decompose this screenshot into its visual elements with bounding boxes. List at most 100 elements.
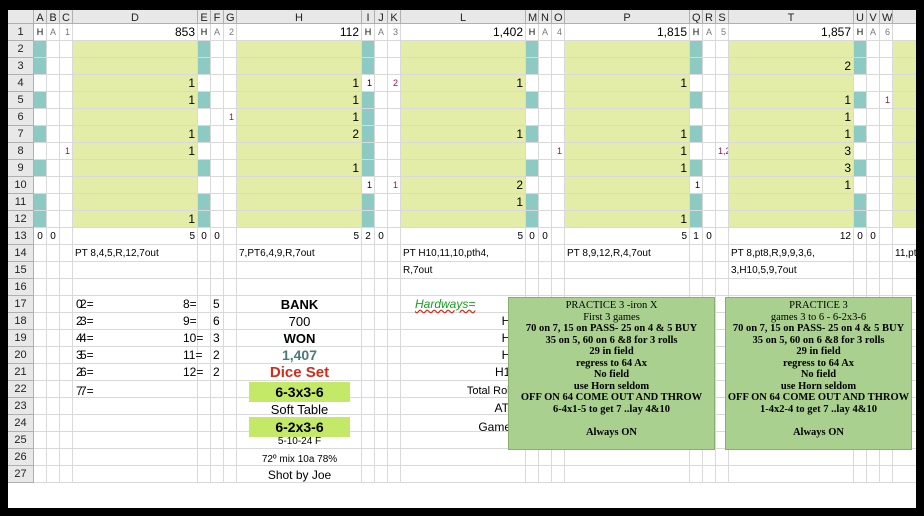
value-d8[interactable]: 1 — [73, 143, 198, 160]
value-s8[interactable]: 1,2 — [716, 143, 729, 160]
value-x7[interactable]: 1 — [893, 126, 916, 143]
cell-j25[interactable] — [375, 432, 388, 449]
column-header-o[interactable]: O — [552, 10, 565, 24]
row1-s[interactable]: 5 — [716, 24, 729, 41]
cell-c10[interactable] — [60, 177, 73, 194]
cell-p6[interactable] — [565, 109, 690, 126]
column-header-b[interactable]: B — [47, 10, 60, 24]
cell-b5[interactable] — [47, 92, 60, 109]
row1-w[interactable]: 6 — [880, 24, 893, 41]
cell-c5[interactable] — [60, 92, 73, 109]
cell-a19[interactable] — [34, 330, 47, 347]
cell-i3[interactable] — [362, 58, 375, 75]
total-j[interactable]: 0 — [375, 228, 388, 245]
cell-r6[interactable] — [703, 109, 716, 126]
row-header-16[interactable]: 16 — [8, 279, 34, 296]
cell-s26[interactable] — [716, 449, 729, 466]
cell-e3[interactable] — [198, 58, 211, 75]
sequence-l14[interactable]: PT H10,11,10,pth4, — [401, 245, 565, 262]
row-header-14[interactable]: 14 — [8, 245, 34, 262]
cell-q12[interactable] — [690, 211, 703, 228]
value-c8[interactable]: 1 — [60, 143, 73, 160]
cell-g16[interactable] — [224, 279, 237, 296]
cell-g27[interactable] — [224, 466, 237, 483]
cell-p26[interactable] — [565, 449, 690, 466]
cell-d16[interactable] — [73, 279, 198, 296]
cell-e16[interactable] — [198, 279, 211, 296]
cell-a5[interactable] — [34, 92, 47, 109]
row1-d[interactable]: 853 — [73, 24, 198, 41]
row1-x[interactable]: 2,107 — [893, 24, 916, 41]
row-header-21[interactable]: 21 — [8, 364, 34, 381]
cell-t12[interactable] — [729, 211, 854, 228]
value-p8[interactable]: 1 — [565, 143, 690, 160]
cell-r8[interactable] — [703, 143, 716, 160]
cell-w16[interactable] — [880, 279, 893, 296]
value-h7[interactable]: 2 — [237, 126, 362, 143]
cell-q7[interactable] — [690, 126, 703, 143]
cell-c12[interactable] — [60, 211, 73, 228]
cell-k6[interactable] — [388, 109, 401, 126]
cell-c9[interactable] — [60, 160, 73, 177]
cell-g5[interactable] — [224, 92, 237, 109]
cell-j24[interactable] — [375, 415, 388, 432]
row-header-17[interactable]: 17 — [8, 296, 34, 313]
cell-v11[interactable] — [867, 194, 880, 211]
cell-a8[interactable] — [34, 143, 47, 160]
cell-c27[interactable] — [60, 466, 73, 483]
cell-u9[interactable] — [854, 160, 867, 177]
cell-e12[interactable] — [198, 211, 211, 228]
cell-f22[interactable] — [211, 381, 224, 398]
cell-b8[interactable] — [47, 143, 60, 160]
cell-s16[interactable] — [716, 279, 729, 296]
cell-u26[interactable] — [854, 449, 867, 466]
column-header-c[interactable]: C — [60, 10, 73, 24]
value-p7[interactable]: 1 — [565, 126, 690, 143]
cell-h26[interactable] — [237, 449, 362, 466]
sequence-x14[interactable]: 11,pt5,9,R,7out — [893, 245, 916, 262]
cell-a3[interactable] — [34, 58, 47, 75]
column-header-t[interactable]: T — [729, 10, 854, 24]
value-k10[interactable]: 1 — [388, 177, 401, 194]
cell-f2[interactable] — [211, 41, 224, 58]
column-header-h[interactable]: H — [237, 10, 362, 24]
cell-c21[interactable] — [60, 364, 73, 381]
cell-q15[interactable] — [690, 262, 703, 279]
cell-a4[interactable] — [34, 75, 47, 92]
cell-d20[interactable] — [73, 347, 198, 364]
cell-f18[interactable] — [211, 313, 224, 330]
cell-v3[interactable] — [867, 58, 880, 75]
cell-j15[interactable] — [375, 262, 388, 279]
cell-i16[interactable] — [362, 279, 375, 296]
cell-i5[interactable] — [362, 92, 375, 109]
cell-c19[interactable] — [60, 330, 73, 347]
cell-a10[interactable] — [34, 177, 47, 194]
cell-h8[interactable] — [237, 143, 362, 160]
cell-k8[interactable] — [388, 143, 401, 160]
cell-r16[interactable] — [703, 279, 716, 296]
cell-w9[interactable] — [880, 160, 893, 177]
cell-a14[interactable] — [34, 245, 47, 262]
value-h5[interactable]: 1 — [237, 92, 362, 109]
cell-w3[interactable] — [880, 58, 893, 75]
cell-a22[interactable] — [34, 381, 47, 398]
cell-p3[interactable] — [565, 58, 690, 75]
cell-x15[interactable] — [893, 262, 916, 279]
cell-v26[interactable] — [867, 449, 880, 466]
row-header-1[interactable]: 1 — [8, 24, 34, 41]
column-header-d[interactable]: D — [73, 10, 198, 24]
row-header-27[interactable]: 27 — [8, 466, 34, 483]
cell-v2[interactable] — [867, 41, 880, 58]
cell-t4[interactable] — [729, 75, 854, 92]
cell-k19[interactable] — [388, 330, 401, 347]
value-k4[interactable]: 2 — [388, 75, 401, 92]
cell-f16[interactable] — [211, 279, 224, 296]
cell-f17[interactable] — [211, 296, 224, 313]
cell-s3[interactable] — [716, 58, 729, 75]
cell-f27[interactable] — [211, 466, 224, 483]
cell-t27[interactable] — [729, 466, 854, 483]
cell-b9[interactable] — [47, 160, 60, 177]
cell-n11[interactable] — [539, 194, 552, 211]
cell-k18[interactable] — [388, 313, 401, 330]
cell-d6[interactable] — [73, 109, 198, 126]
